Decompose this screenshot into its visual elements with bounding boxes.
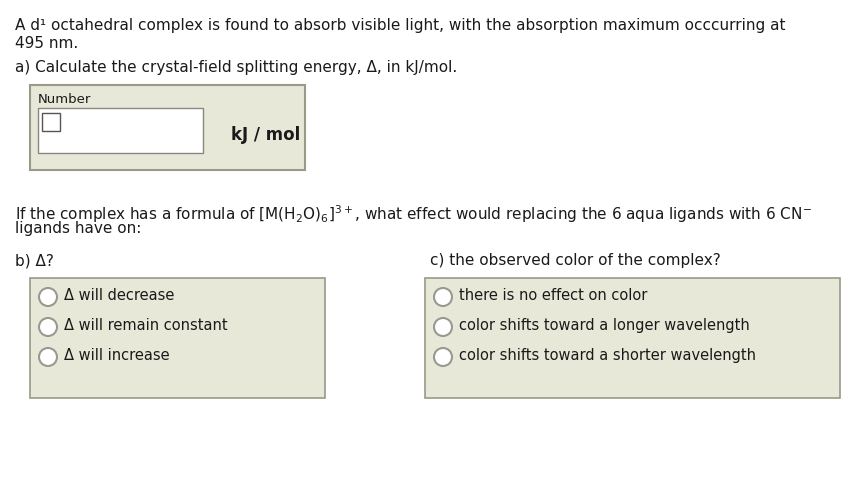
- FancyBboxPatch shape: [38, 108, 203, 153]
- FancyBboxPatch shape: [42, 113, 60, 131]
- Text: ligands have on:: ligands have on:: [15, 221, 141, 236]
- Text: Number: Number: [38, 93, 91, 106]
- FancyBboxPatch shape: [30, 85, 305, 170]
- FancyBboxPatch shape: [30, 278, 325, 398]
- Text: Δ will remain constant: Δ will remain constant: [64, 318, 227, 333]
- Text: color shifts toward a longer wavelength: color shifts toward a longer wavelength: [459, 318, 750, 333]
- Text: Δ will decrease: Δ will decrease: [64, 288, 174, 303]
- Text: 495 nm.: 495 nm.: [15, 36, 79, 51]
- FancyBboxPatch shape: [425, 278, 840, 398]
- Text: color shifts toward a shorter wavelength: color shifts toward a shorter wavelength: [459, 348, 756, 363]
- Text: b) Δ?: b) Δ?: [15, 253, 54, 268]
- Circle shape: [434, 348, 452, 366]
- Text: c) the observed color of the complex?: c) the observed color of the complex?: [430, 253, 721, 268]
- Text: a) Calculate the crystal-field splitting energy, Δ, in kJ/mol.: a) Calculate the crystal-field splitting…: [15, 60, 457, 75]
- Text: If the complex has a formula of [M(H$_2$O)$_6$]$^{3+}$, what effect would replac: If the complex has a formula of [M(H$_2$…: [15, 203, 812, 225]
- Text: A d¹ octahedral complex is found to absorb visible light, with the absorption ma: A d¹ octahedral complex is found to abso…: [15, 18, 786, 33]
- Text: kJ / mol: kJ / mol: [231, 126, 300, 144]
- Circle shape: [434, 318, 452, 336]
- Text: Δ will increase: Δ will increase: [64, 348, 169, 363]
- Text: there is no effect on color: there is no effect on color: [459, 288, 647, 303]
- Circle shape: [434, 288, 452, 306]
- Circle shape: [39, 348, 57, 366]
- Circle shape: [39, 288, 57, 306]
- Circle shape: [39, 318, 57, 336]
